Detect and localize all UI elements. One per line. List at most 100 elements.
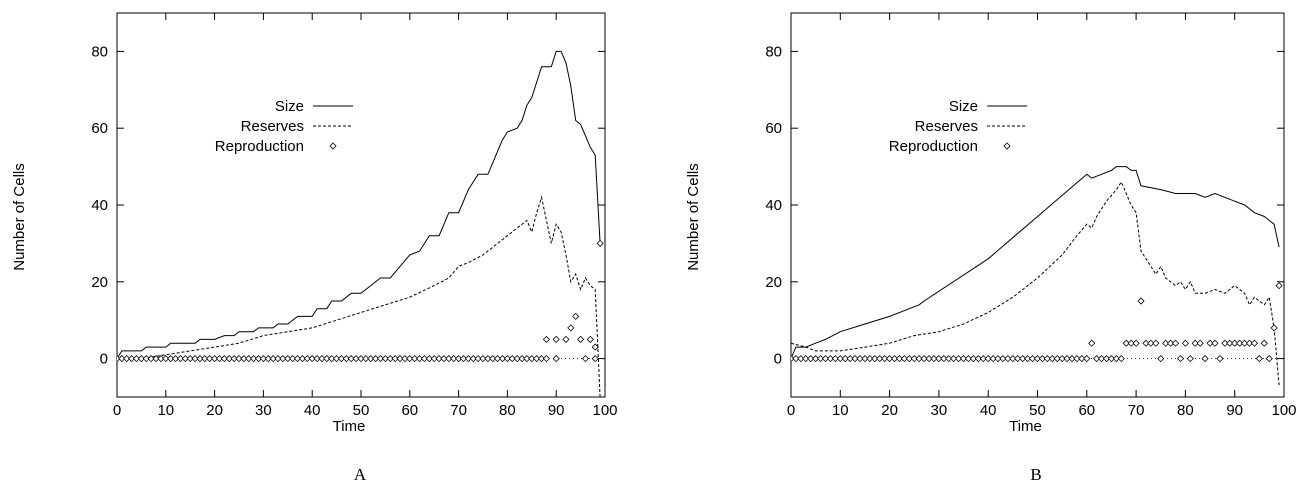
data-point bbox=[289, 355, 297, 363]
data-point bbox=[1004, 355, 1012, 363]
data-point bbox=[494, 355, 502, 363]
data-point bbox=[1137, 297, 1145, 305]
x-tick-label: 90 bbox=[548, 402, 565, 419]
data-point bbox=[1048, 355, 1056, 363]
data-point bbox=[171, 355, 180, 363]
data-point bbox=[935, 355, 943, 363]
data-point bbox=[577, 335, 585, 343]
data-point bbox=[357, 355, 365, 363]
y-tick-label: 80 bbox=[765, 43, 782, 60]
data-point bbox=[895, 355, 904, 363]
data-point bbox=[308, 355, 316, 363]
data-point bbox=[235, 355, 243, 363]
data-point bbox=[1186, 355, 1194, 363]
data-point bbox=[328, 355, 336, 363]
x-axis-label: Time bbox=[1009, 418, 1042, 435]
data-point bbox=[313, 355, 321, 363]
x-tick-label: 60 bbox=[401, 402, 418, 419]
legend-label: Reserves bbox=[915, 118, 978, 135]
data-point bbox=[245, 355, 253, 363]
data-point bbox=[955, 355, 963, 363]
data-point bbox=[542, 355, 551, 363]
data-point bbox=[1038, 355, 1046, 363]
chart-panel-a: 0 10 20 30 40 50 60 70 80 90 100 0 20 40 60 80 Time Numbe… bbox=[11, 12, 618, 484]
data-point bbox=[1171, 339, 1180, 347]
legend-label: Reproduction bbox=[889, 138, 978, 155]
y-tick-label: 0 bbox=[100, 351, 108, 368]
data-point bbox=[802, 355, 810, 363]
data-point bbox=[445, 355, 453, 363]
x-tick-label: 100 bbox=[592, 402, 617, 419]
legend-label: Reserves bbox=[241, 118, 304, 135]
data-point bbox=[596, 239, 604, 247]
data-point bbox=[162, 355, 170, 363]
data-point bbox=[362, 355, 370, 363]
data-point bbox=[542, 335, 551, 343]
x-tick-label: 80 bbox=[1177, 402, 1194, 419]
data-point bbox=[459, 355, 468, 363]
data-point bbox=[984, 355, 992, 363]
data-point bbox=[259, 355, 267, 363]
data-point bbox=[1024, 355, 1032, 363]
data-point bbox=[152, 355, 160, 363]
x-tick-label: 60 bbox=[1078, 402, 1095, 419]
data-point bbox=[128, 355, 136, 363]
data-point bbox=[123, 355, 131, 363]
x-tick-label: 10 bbox=[832, 402, 849, 419]
data-point bbox=[915, 355, 923, 363]
x-tick-label: 20 bbox=[206, 402, 223, 419]
data-point bbox=[157, 355, 165, 363]
data-point bbox=[1043, 355, 1051, 363]
data-point bbox=[269, 355, 277, 363]
data-point bbox=[974, 355, 982, 363]
data-point bbox=[411, 355, 419, 363]
data-point bbox=[230, 355, 238, 363]
data-point bbox=[211, 355, 219, 363]
y-tick-label: 40 bbox=[765, 197, 782, 214]
data-point bbox=[167, 355, 175, 363]
data-point bbox=[871, 355, 879, 363]
x-tick-label: 70 bbox=[1128, 402, 1145, 419]
data-point bbox=[1152, 339, 1160, 347]
data-point bbox=[1265, 355, 1273, 363]
data-point bbox=[147, 355, 155, 363]
data-point bbox=[964, 355, 973, 363]
data-point bbox=[1221, 339, 1229, 347]
data-point bbox=[1127, 339, 1135, 347]
data-point bbox=[118, 355, 126, 363]
data-point bbox=[979, 355, 987, 363]
data-point bbox=[484, 355, 492, 363]
data-point bbox=[254, 355, 263, 363]
x-tick-label: 90 bbox=[1226, 402, 1243, 419]
data-point bbox=[303, 355, 311, 363]
data-point bbox=[1240, 339, 1249, 347]
series-reserves bbox=[791, 180, 1280, 386]
data-point bbox=[376, 355, 385, 363]
series-line-reserves bbox=[791, 180, 1280, 386]
data-point bbox=[1167, 339, 1175, 347]
data-point bbox=[337, 355, 346, 363]
data-point bbox=[1236, 339, 1244, 347]
data-point bbox=[420, 355, 429, 363]
x-tick-label: 30 bbox=[255, 402, 272, 419]
data-point bbox=[1098, 355, 1106, 363]
data-point bbox=[1245, 339, 1254, 347]
chart-panel-b: 0 10 20 30 40 50 60 70 80 90 100 0 20 40 60 80 Time Numbe… bbox=[685, 12, 1297, 484]
data-point bbox=[298, 355, 307, 363]
data-point bbox=[586, 335, 594, 343]
data-point bbox=[264, 355, 272, 363]
x-tick-label: 40 bbox=[304, 402, 321, 419]
legend-label: Reproduction bbox=[215, 138, 304, 155]
data-point bbox=[406, 355, 414, 363]
data-point bbox=[969, 355, 977, 363]
data-point bbox=[1206, 339, 1214, 347]
data-point bbox=[196, 355, 204, 363]
data-point bbox=[1250, 339, 1258, 347]
data-point bbox=[552, 335, 560, 343]
data-point bbox=[836, 355, 844, 363]
y-tick-label: 0 bbox=[774, 351, 782, 368]
data-point bbox=[508, 355, 516, 363]
data-point bbox=[518, 355, 526, 363]
data-point bbox=[910, 355, 918, 363]
data-point bbox=[950, 355, 958, 363]
